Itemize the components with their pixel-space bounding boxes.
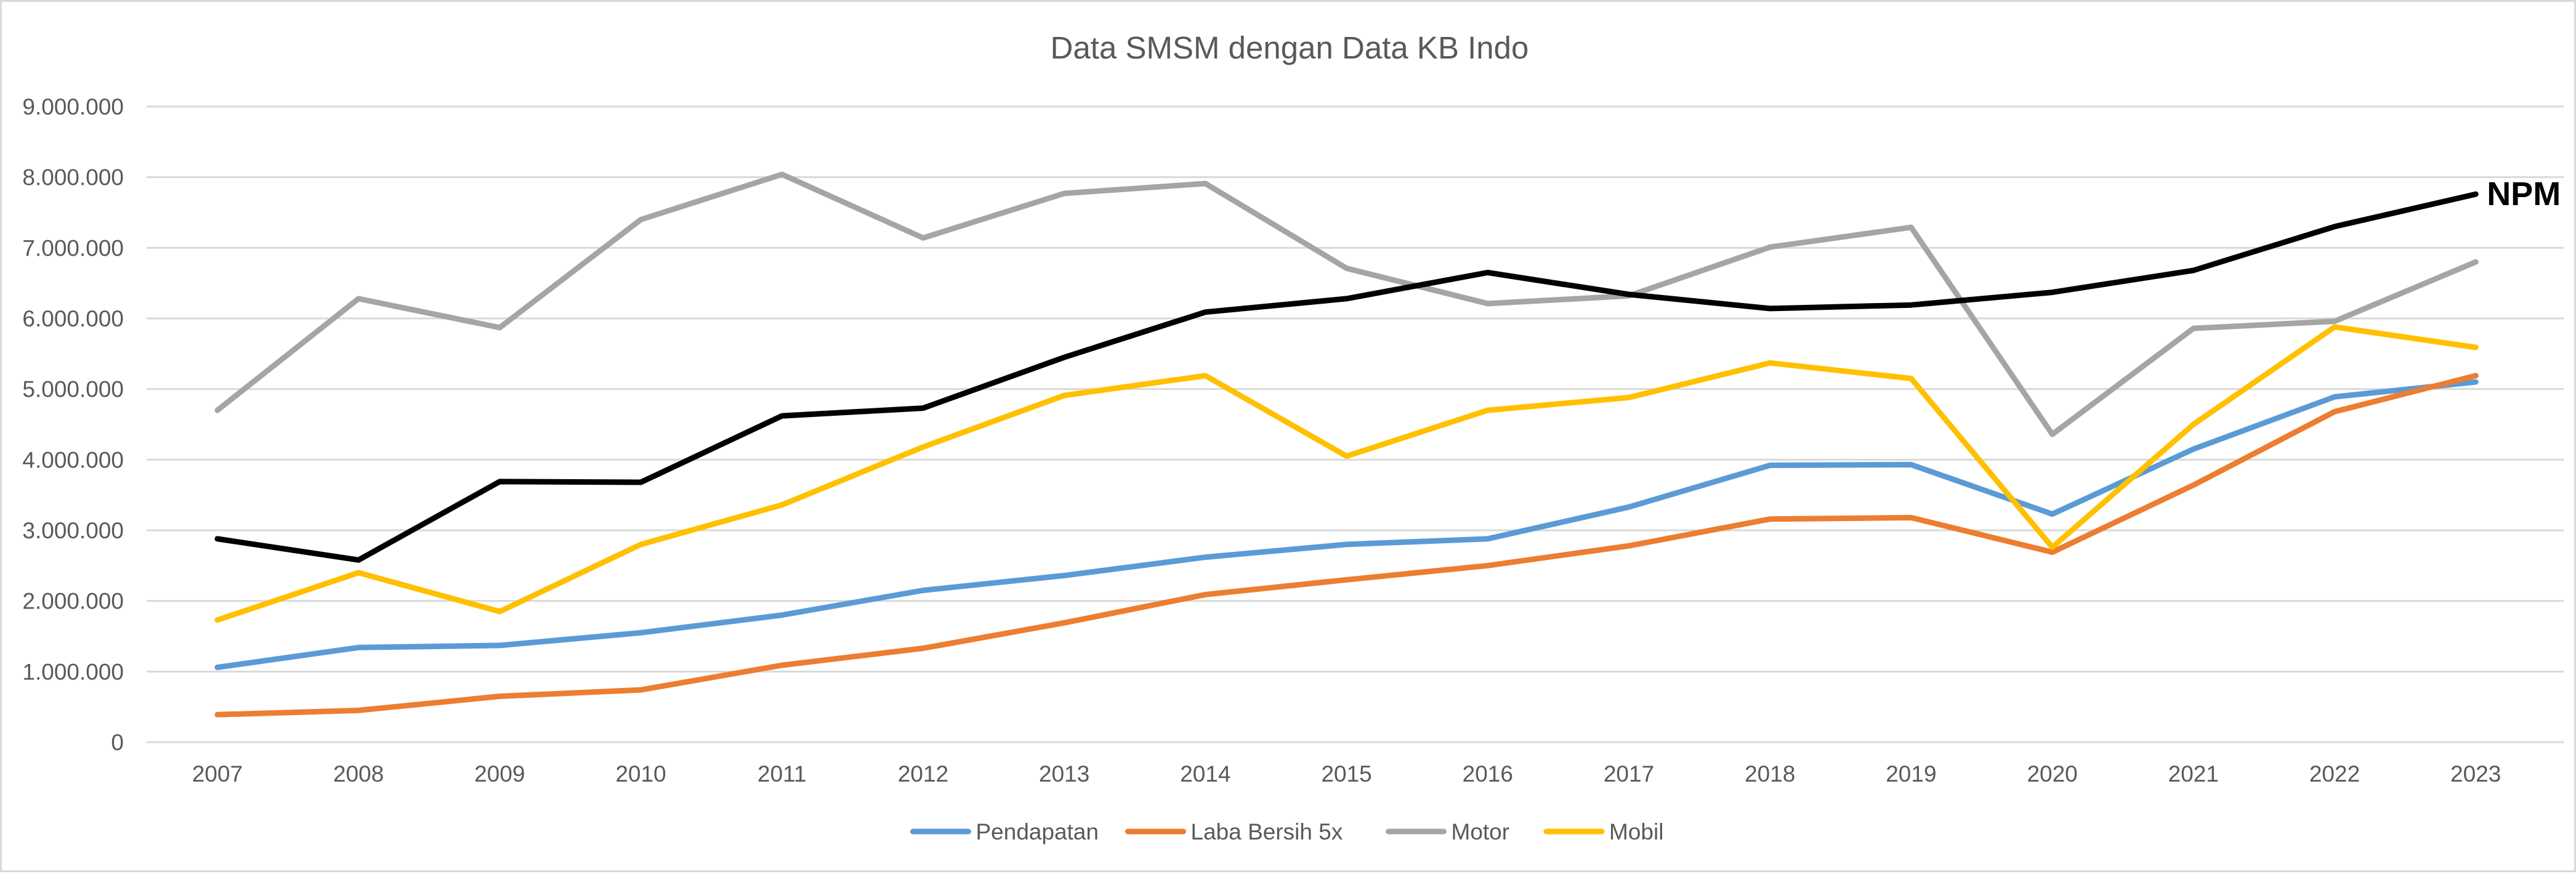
x-tick-label: 2014 (1180, 761, 1230, 787)
legend-label: Mobil (1609, 819, 1663, 844)
series-line-pendapatan (214, 379, 2479, 670)
legend-item-pendapatan: Pendapatan (910, 819, 1099, 844)
x-tick-label: 2022 (2309, 761, 2360, 787)
y-tick-label: 3.000.000 (22, 518, 124, 543)
x-tick-label: 2016 (1463, 761, 1513, 787)
y-tick-label: 8.000.000 (22, 165, 124, 190)
series-line-mobil (214, 324, 2479, 623)
x-tick-label: 2019 (1886, 761, 1936, 787)
x-tick-label: 2020 (2027, 761, 2077, 787)
y-tick-label: 2.000.000 (22, 589, 124, 614)
x-tick-label: 2013 (1039, 761, 1089, 787)
x-tick-label: 2010 (615, 761, 666, 787)
annotations: NPM (2487, 176, 2561, 212)
series-line-npm (214, 191, 2479, 563)
x-tick-label: 2012 (898, 761, 948, 787)
legend-label: Motor (1452, 819, 1510, 844)
legend-label: Laba Bersih 5x (1191, 819, 1343, 844)
x-tick-label: 2021 (2168, 761, 2219, 787)
legend-item-mobil: Mobil (1543, 819, 1663, 844)
legend: Pendapatan Laba Bersih 5x Motor Mobil (910, 819, 1663, 844)
legend-item-laba-bersih-5x: Laba Bersih 5x (1125, 819, 1343, 844)
y-tick-label: 4.000.000 (22, 447, 124, 472)
x-tick-label: 2007 (192, 761, 243, 787)
y-tick-label: 0 (111, 730, 124, 755)
x-tick-label: 2023 (2450, 761, 2501, 787)
x-tick-label: 2011 (757, 761, 807, 787)
x-tick-label: 2018 (1745, 761, 1795, 787)
legend-item-motor: Motor (1386, 819, 1510, 844)
y-tick-label: 9.000.000 (22, 94, 124, 119)
x-axis-ticks: 2007 2008 2009 2010 2011 2012 2013 2014 2015 2016… (192, 761, 2501, 787)
x-tick-label: 2009 (474, 761, 525, 787)
x-tick-label: 2008 (333, 761, 384, 787)
chart-title: Data SMSM dengan Data KB Indo (1051, 30, 1529, 65)
series-line-motor (214, 171, 2479, 437)
y-tick-label: 7.000.000 (22, 235, 124, 261)
x-tick-label: 2017 (1604, 761, 1654, 787)
y-tick-label: 6.000.000 (22, 306, 124, 331)
series-lines (214, 171, 2479, 718)
x-tick-label: 2015 (1321, 761, 1371, 787)
series-line-laba-bersih-5x (214, 373, 2479, 718)
y-axis-ticks: 0 1.000.000 2.000.000 3.000.000 4.000.000 5.0… (22, 94, 124, 755)
gridlines (147, 105, 2564, 743)
legend-label: Pendapatan (976, 819, 1099, 844)
y-tick-label: 5.000.000 (22, 377, 124, 402)
y-tick-label: 1.000.000 (22, 659, 124, 684)
annotation-npm: NPM (2487, 176, 2561, 212)
